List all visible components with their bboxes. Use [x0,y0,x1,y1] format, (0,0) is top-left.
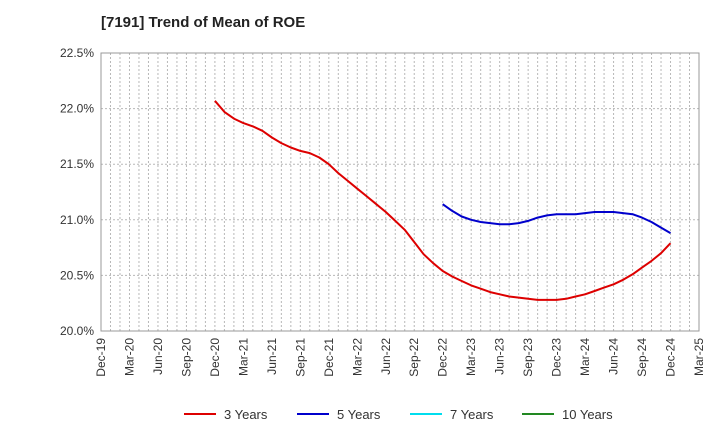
legend-label: 3 Years [224,407,268,422]
x-axis: Dec-19 Mar-20 Jun-20 Sep-20 Dec-20 Mar-21 Jun-… [94,338,706,377]
y-tick-label: 20.5% [60,268,94,282]
y-tick-label: 20.0% [60,324,94,338]
legend-item-10-years: 10 Years [522,407,613,422]
y-axis: 20.0% 20.5% 21.0% 21.5% 22.0% 22.5% [60,46,94,338]
legend-item-3-years: 3 Years [184,407,268,422]
x-tick-label: Dec-21 [322,338,336,377]
x-tick-label: Dec-24 [664,338,678,377]
x-tick-label: Jun-24 [607,338,621,375]
x-tick-label: Jun-23 [493,338,507,375]
legend: 3 Years 5 Years 7 Years 10 Years [184,407,613,422]
y-tick-label: 22.0% [60,102,94,116]
series-lines [214,100,672,301]
x-tick-label: Mar-25 [692,338,706,376]
legend-item-5-years: 5 Years [297,407,381,422]
series-line-5-years [442,203,672,234]
x-tick-label: Dec-23 [550,338,564,377]
y-tick-label: 22.5% [60,46,94,60]
x-tick-label: Dec-20 [208,338,222,377]
y-tick-label: 21.5% [60,157,94,171]
x-tick-label: Dec-22 [436,338,450,377]
x-tick-label: Jun-22 [379,338,393,375]
legend-label: 7 Years [450,407,494,422]
chart-title: [7191] Trend of Mean of ROE [101,14,306,31]
plot-border [100,52,700,332]
legend-item-7-years: 7 Years [410,407,494,422]
x-tick-label: Jun-21 [265,338,279,375]
x-tick-label: Sep-21 [293,338,307,377]
x-tick-label: Sep-23 [521,338,535,377]
x-tick-label: Sep-20 [179,338,193,377]
legend-label: 5 Years [337,407,381,422]
x-tick-label: Sep-22 [407,338,421,377]
x-tick-label: Dec-19 [94,338,108,377]
x-tick-label: Mar-24 [578,338,592,376]
series-line-3-years [214,100,672,301]
x-tick-label: Mar-22 [350,338,364,376]
x-tick-label: Mar-21 [236,338,250,376]
y-tick-label: 21.0% [60,213,94,227]
x-tick-label: Mar-23 [464,338,478,376]
x-tick-label: Sep-24 [635,338,649,377]
x-tick-label: Jun-20 [151,338,165,375]
plot-area [101,53,699,331]
x-tick-label: Mar-20 [122,338,136,376]
legend-label: 10 Years [562,407,613,422]
